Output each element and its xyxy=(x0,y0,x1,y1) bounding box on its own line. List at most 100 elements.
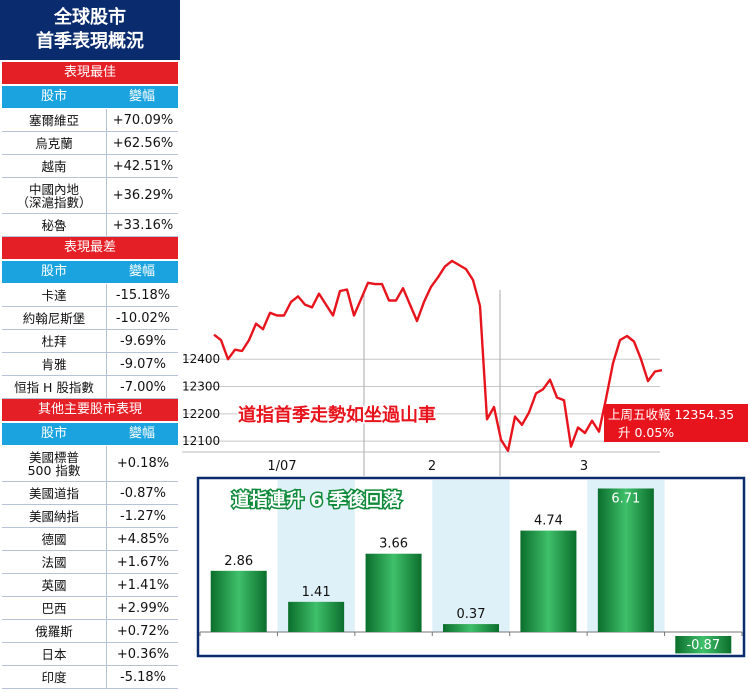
market-name: 中國內地 （深滬指數） xyxy=(16,181,92,210)
table-row: 美國道指 -0.87% xyxy=(2,482,178,505)
bar xyxy=(597,488,654,632)
table-row: 英國 +1.41% xyxy=(2,574,178,597)
panel-title: 全球股市 首季表現概況 xyxy=(0,0,180,60)
table-row: 巴西 +2.99% xyxy=(2,597,178,620)
section-title: 其他主要股市表現 xyxy=(2,399,178,421)
table-row: 卡達 -15.18% xyxy=(2,284,178,307)
table-row: 法國 +1.67% xyxy=(2,551,178,574)
bar xyxy=(210,570,267,632)
table-row: 恒指 H 股指數 -7.00% xyxy=(2,376,178,399)
market-name: 塞爾維亞 xyxy=(28,112,79,128)
table-row: 塞爾維亞 +70.09% xyxy=(2,109,178,132)
market-name: 印度 xyxy=(41,669,67,685)
table-row: 約翰尼斯堡 -10.02% xyxy=(2,307,178,330)
market-change: +70.09% xyxy=(106,109,179,131)
close-annotation-box xyxy=(604,404,748,442)
table-row: 越南 +42.51% xyxy=(2,155,178,178)
market-name: 巴西 xyxy=(41,600,67,616)
market-change: -1.27% xyxy=(106,505,179,527)
close-annotation-line1: 上周五收報 12354.35 xyxy=(608,407,734,422)
market-name: 杜拜 xyxy=(41,333,67,349)
y-tick-label: 12300 xyxy=(182,380,220,394)
header-market: 股市 xyxy=(40,264,67,279)
market-name: 美國道指 xyxy=(28,485,79,501)
section-title: 表現最佳 xyxy=(2,62,178,84)
market-name: 日本 xyxy=(41,646,67,662)
table-row: 美國標普 500 指數 +0.18% xyxy=(2,446,178,482)
line-chart-title: 道指首季走勢如坐過山車 xyxy=(238,404,436,426)
market-change: -5.18% xyxy=(106,666,179,688)
panel-title-line2: 首季表現概況 xyxy=(36,31,144,52)
market-change: +0.36% xyxy=(106,643,179,665)
bar xyxy=(520,530,577,632)
header-change: 變幅 xyxy=(128,89,155,104)
panel-title-line1: 全球股市 xyxy=(54,7,126,28)
table-row: 杜拜 -9.69% xyxy=(2,330,178,353)
market-change: +42.51% xyxy=(106,155,179,177)
market-change: -15.18% xyxy=(106,284,179,306)
market-change: +0.18% xyxy=(106,446,179,481)
table-row: 日本 +0.36% xyxy=(2,643,178,666)
bar-value-label: 1.41 xyxy=(302,585,331,600)
stock-table-panel: 全球股市 首季表現概況 表現最佳 股市 變幅 塞爾維亞 +70.09% 烏克蘭 +62.56… xyxy=(0,0,180,692)
market-change: -10.02% xyxy=(106,307,179,329)
close-annotation-line2: 升 0.05% xyxy=(618,425,674,440)
market-name: 俄羅斯 xyxy=(35,623,73,639)
header-change: 變幅 xyxy=(128,264,155,279)
market-name: 英國 xyxy=(41,577,67,593)
x-tick-label: 1/07 xyxy=(267,459,296,474)
section-title: 表現最差 xyxy=(2,237,178,259)
bar-chart-title: 道指連升 6 季後回落 xyxy=(232,489,402,511)
market-change: +33.16% xyxy=(106,214,179,236)
bar-value-label: 0.37 xyxy=(457,607,486,622)
table-header: 股市 變幅 xyxy=(2,261,178,283)
header-market: 股市 xyxy=(40,426,67,441)
market-change: +1.67% xyxy=(106,551,179,573)
y-tick-label: 12400 xyxy=(182,352,220,366)
market-name: 美國納指 xyxy=(28,508,79,524)
dow-line-series xyxy=(213,259,663,452)
market-name: 約翰尼斯堡 xyxy=(22,310,86,326)
bar xyxy=(288,601,345,632)
market-name: 法國 xyxy=(41,554,67,570)
market-name: 越南 xyxy=(41,158,67,174)
market-change: +62.56% xyxy=(106,132,179,154)
market-change: +4.85% xyxy=(106,528,179,550)
table-row: 俄羅斯 +0.72% xyxy=(2,620,178,643)
market-change: -7.00% xyxy=(106,376,179,398)
header-market: 股市 xyxy=(40,89,67,104)
market-name: 秘魯 xyxy=(41,217,67,233)
x-tick-label: 2 xyxy=(428,459,436,474)
table-row: 中國內地 （深滬指數） +36.29% xyxy=(2,178,178,214)
table-header: 股市 變幅 xyxy=(2,423,178,445)
market-change: -9.07% xyxy=(106,353,179,375)
bar-value-label: -0.87 xyxy=(686,638,720,653)
x-tick-label: 3 xyxy=(580,459,588,474)
table-row: 肯雅 -9.07% xyxy=(2,353,178,376)
market-change: -0.87% xyxy=(106,482,179,504)
y-tick-label: 12200 xyxy=(182,407,220,421)
bar-value-label: 6.71 xyxy=(611,491,640,506)
table-row: 印度 -5.18% xyxy=(2,666,178,689)
market-name: 德國 xyxy=(41,531,67,547)
market-change: +0.72% xyxy=(106,620,179,642)
market-name: 恒指 H 股指數 xyxy=(14,379,94,395)
bar xyxy=(365,553,422,632)
market-change: +36.29% xyxy=(106,178,179,213)
market-change: +2.99% xyxy=(106,597,179,619)
header-change: 變幅 xyxy=(128,426,155,441)
bar-value-label: 4.74 xyxy=(534,514,563,529)
market-name: 美國標普 500 指數 xyxy=(27,449,81,478)
market-name: 烏克蘭 xyxy=(35,135,73,151)
y-tick-label: 12100 xyxy=(182,434,220,448)
market-name: 肯雅 xyxy=(41,356,67,372)
market-change: +1.41% xyxy=(106,574,179,596)
bar-band xyxy=(432,480,510,632)
bar-value-label: 2.86 xyxy=(224,554,253,569)
table-header: 股市 變幅 xyxy=(2,86,178,108)
bar xyxy=(443,624,499,632)
market-name: 卡達 xyxy=(41,287,67,303)
bar xyxy=(675,636,732,654)
table-row: 烏克蘭 +62.56% xyxy=(2,132,178,155)
